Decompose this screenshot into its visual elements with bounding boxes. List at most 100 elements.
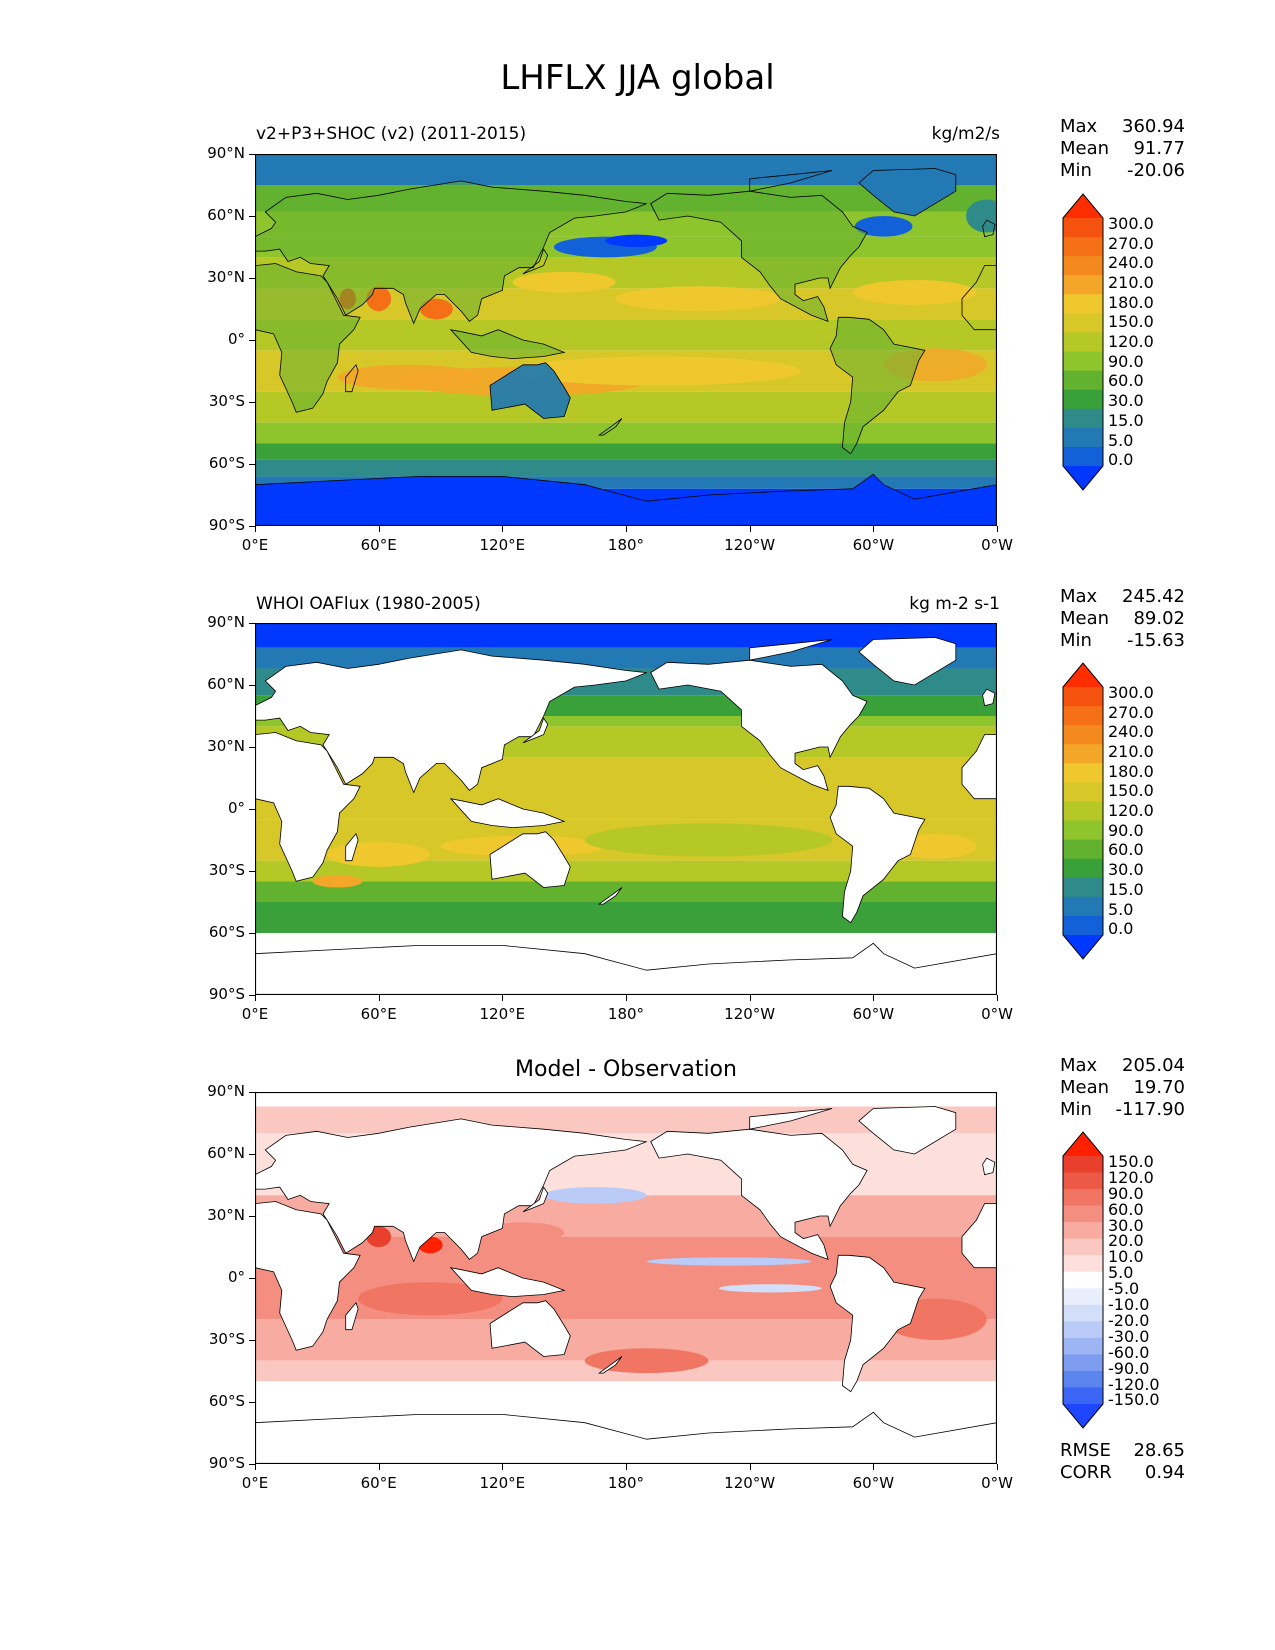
- lon-tick-mark: [749, 1464, 751, 1470]
- coastline-madagascar: [345, 363, 359, 393]
- lon-tick-label: 60°E: [360, 1005, 397, 1023]
- colorbar-tick-label: -150.0: [1108, 1390, 1160, 1410]
- colorbar-tick-label: 0.0: [1108, 919, 1134, 939]
- zonal-band: [255, 1381, 997, 1402]
- colorbar-tick-label: 5.0: [1108, 899, 1134, 919]
- colorbar-segment: [1063, 389, 1103, 410]
- lon-tick-mark: [997, 1464, 998, 1470]
- stat-value: 28.65: [1133, 1440, 1185, 1461]
- coastline-samerica: [829, 316, 926, 455]
- lat-tick-label: 90°S: [208, 516, 245, 534]
- lat-tick-label: 90°N: [207, 613, 245, 631]
- colorbar-segment: [1063, 839, 1103, 860]
- coastline-greenland: [858, 637, 957, 686]
- lat-tick-mark: [249, 1154, 255, 1155]
- coastline-africa: [255, 732, 361, 882]
- lon-tick-mark: [255, 995, 256, 1001]
- lat-tick-label: 60°S: [208, 1392, 245, 1410]
- coastline-australia: [489, 362, 571, 419]
- lon-tick-mark: [255, 1464, 256, 1470]
- field-anomaly: [419, 298, 453, 320]
- colorbar-tick-label: -20.0: [1108, 1310, 1150, 1330]
- coastline-namerica: [650, 190, 868, 323]
- stat-key: Min: [1060, 1099, 1092, 1120]
- lat-tick-mark: [249, 1340, 255, 1341]
- colorbar-segment: [1063, 706, 1103, 726]
- field-anomaly: [512, 356, 802, 386]
- lat-tick-label: 0°: [227, 330, 245, 348]
- colorbar-tick-label: 120.0: [1108, 1167, 1154, 1187]
- lon-tick-label: 0°E: [241, 1474, 269, 1492]
- coastline-africa: [255, 263, 361, 413]
- panel3-rmse-corr: RMSE 28.65 CORR 0.94: [1060, 1440, 1185, 1484]
- field-anomaly: [605, 234, 668, 247]
- field-anomaly: [327, 842, 431, 867]
- colorbar-tick-label: 150.0: [1108, 781, 1154, 801]
- field-anomaly: [584, 823, 833, 857]
- lat-tick-label: 60°S: [208, 923, 245, 941]
- coastline-uk: [982, 219, 996, 238]
- zonal-band: [255, 422, 997, 444]
- colorbar-tick-label: 15.0: [1108, 410, 1144, 430]
- lat-tick-mark: [249, 871, 255, 872]
- lat-tick-mark: [249, 1092, 255, 1093]
- stat-value: 360.94: [1122, 116, 1185, 137]
- zonal-band: [255, 459, 997, 477]
- zonal-band: [255, 1092, 997, 1107]
- colorbar-segment: [1063, 351, 1103, 372]
- coastline-antarctica: [255, 1411, 997, 1464]
- colorbar-tick-label: 20.0: [1108, 1231, 1144, 1251]
- colorbar-segment: [1063, 446, 1103, 467]
- lon-tick-label: 180°: [607, 1474, 645, 1492]
- colorbar-tick-label: 60.0: [1108, 371, 1144, 391]
- coastline-eurasia: [255, 1118, 647, 1263]
- field-anomaly: [966, 199, 997, 233]
- lon-tick-label: 0°W: [981, 536, 1013, 554]
- colorbar-tick-label: 30.0: [1108, 391, 1144, 411]
- lon-tick-label: 120°W: [724, 1474, 776, 1492]
- colorbar-tick-label: 90.0: [1108, 351, 1144, 371]
- field-anomaly: [852, 280, 977, 305]
- colorbar-segment: [1063, 877, 1103, 898]
- axes-frame: [255, 1092, 997, 1464]
- colorbar-segment: [1063, 1370, 1103, 1388]
- zonal-band: [255, 443, 997, 460]
- coastline-africaWest: [961, 265, 997, 331]
- panel2-left-label: WHOI OAFlux (1980-2005): [256, 594, 481, 614]
- colorbar-tick-label: 270.0: [1108, 233, 1154, 253]
- colorbar-extend-max: [1063, 194, 1103, 218]
- stat-key: RMSE: [1060, 1440, 1111, 1461]
- field-anomaly: [584, 1348, 709, 1374]
- colorbar-segment: [1063, 1271, 1103, 1289]
- coastline-japan: [522, 1186, 549, 1213]
- lon-tick-label: 120°E: [479, 1474, 526, 1492]
- lat-tick-mark: [249, 464, 255, 465]
- colorbar-tick-label: 120.0: [1108, 332, 1154, 352]
- coastline-arctic1: [749, 639, 833, 661]
- colorbar-segment: [1063, 218, 1103, 238]
- lon-tick-mark: [997, 995, 998, 1001]
- colorbar-extend-min: [1063, 1404, 1103, 1428]
- colorbar-segment: [1063, 1288, 1103, 1306]
- stat-key: CORR: [1060, 1462, 1112, 1483]
- colorbar-segment: [1063, 1354, 1103, 1372]
- coastline-nz: [597, 418, 623, 436]
- coastline-japan: [522, 248, 549, 275]
- lon-tick-label: 0°E: [241, 1005, 269, 1023]
- coastline-australia: [489, 831, 571, 888]
- panel2-stats: Max 245.42 Mean 89.02 Min -15.63: [1060, 586, 1185, 652]
- panel1-left-label: v2+P3+SHOC (v2) (2011-2015): [256, 124, 527, 144]
- lon-tick-mark: [378, 995, 380, 1001]
- coastline-nz: [597, 1356, 623, 1374]
- colorbar-segment: [1063, 782, 1103, 802]
- coastline-madagascar: [345, 832, 359, 862]
- stat-key: Mean: [1060, 138, 1110, 159]
- colorbar-outline: [1062, 662, 1104, 960]
- colorbar-tick-label: 180.0: [1108, 761, 1154, 781]
- lon-tick-mark: [626, 1464, 627, 1470]
- colorbar-tick-label: 210.0: [1108, 273, 1154, 293]
- panel1-stats: Max 360.94 Mean 91.77 Min -20.06: [1060, 116, 1185, 182]
- land-samerica: [830, 317, 925, 454]
- coastline-arctic1: [749, 1108, 833, 1130]
- lat-tick-label: 60°N: [207, 1144, 245, 1162]
